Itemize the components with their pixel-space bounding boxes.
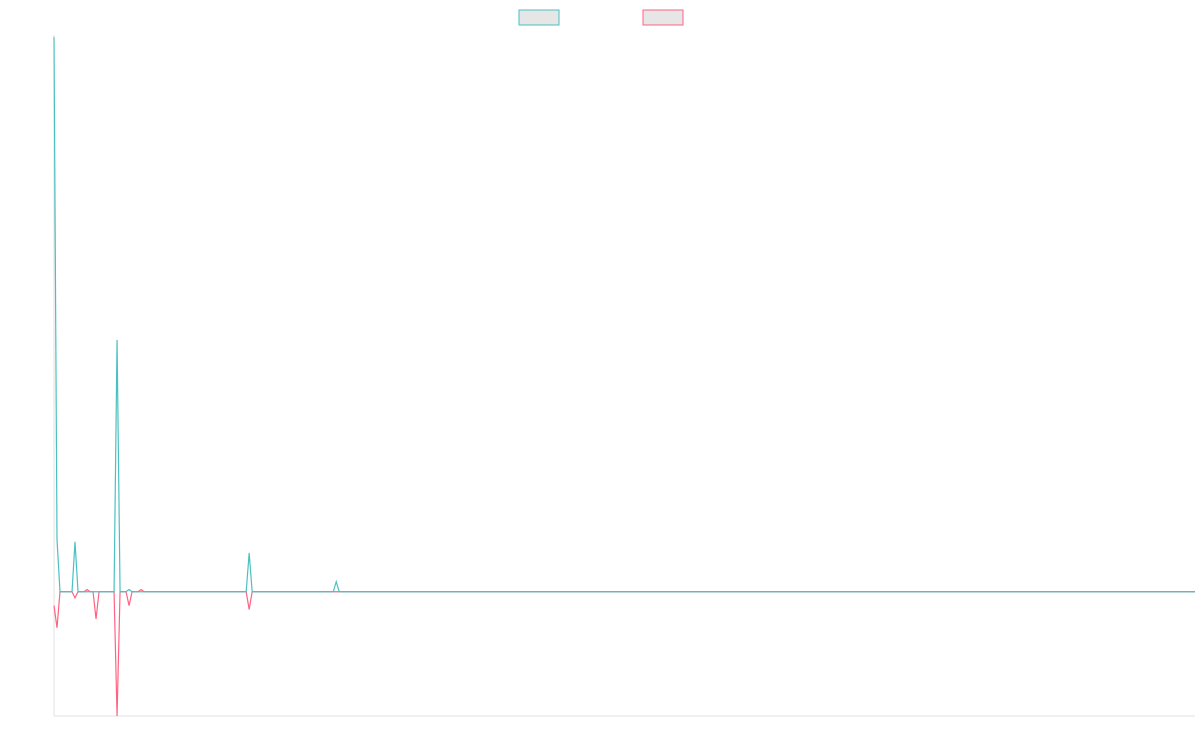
legend-swatch: [518, 9, 560, 26]
legend-swatch: [642, 9, 684, 26]
line-series: [53, 36, 1195, 593]
line-series: [53, 588, 1195, 717]
